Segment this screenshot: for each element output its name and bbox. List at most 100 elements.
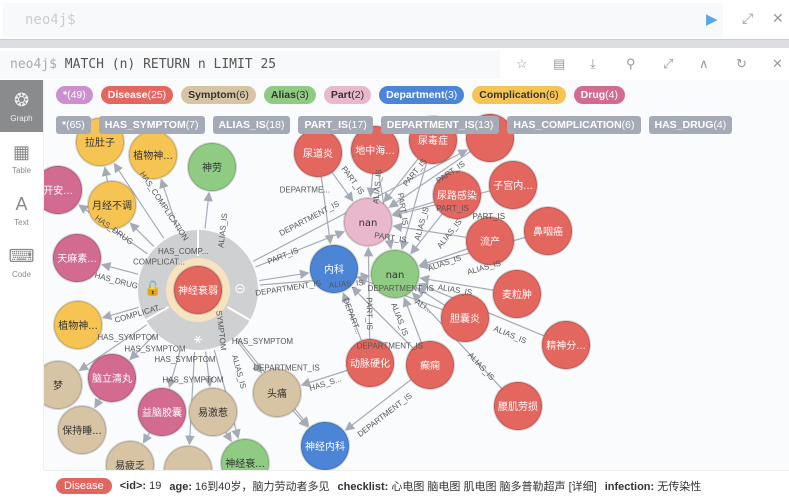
relationship-edge[interactable] bbox=[159, 178, 179, 232]
graph-node[interactable]: nan bbox=[370, 249, 420, 299]
graph-node[interactable]: 天麻素... bbox=[52, 233, 102, 283]
rerun-icon[interactable]: ↻ bbox=[736, 56, 747, 71]
relationship-edge[interactable] bbox=[392, 222, 467, 238]
relationship-edge[interactable] bbox=[344, 379, 412, 431]
relationship-edge[interactable] bbox=[388, 151, 471, 208]
graph-node[interactable]: 头痛 bbox=[252, 368, 302, 418]
close-icon[interactable]: ✕ bbox=[772, 10, 784, 26]
fullscreen-icon[interactable]: ⤢ bbox=[663, 56, 674, 71]
relationship-edge[interactable] bbox=[101, 166, 112, 182]
rel-type-department_is[interactable]: DEPARTMENT_IS(13) bbox=[380, 116, 500, 134]
relationship-edge[interactable] bbox=[419, 274, 494, 291]
relationship-edge[interactable] bbox=[203, 191, 213, 229]
rel-type-alias_is[interactable]: ALIAS_IS(18) bbox=[212, 116, 291, 134]
relationship-edge[interactable] bbox=[292, 410, 309, 428]
graph-node[interactable]: 神经内科 bbox=[300, 421, 350, 470]
relationship-edge[interactable] bbox=[366, 173, 377, 198]
expand-icon[interactable]: ⤢ bbox=[742, 10, 754, 26]
graph-node[interactable]: 开安... bbox=[44, 165, 83, 215]
relationship-edge[interactable] bbox=[94, 397, 104, 409]
relationship-edge[interactable] bbox=[222, 431, 232, 442]
node-label-symptom[interactable]: Symptom(6) bbox=[181, 86, 256, 104]
close-frame-icon[interactable]: ✕ bbox=[772, 56, 783, 71]
relationship-edge[interactable] bbox=[142, 432, 152, 444]
node-label-drug[interactable]: Drug(4) bbox=[573, 86, 625, 104]
graph-node[interactable]: 保持睡... bbox=[57, 405, 107, 455]
relationship-edge[interactable] bbox=[320, 176, 335, 245]
relationship-edge[interactable] bbox=[100, 262, 139, 275]
graph-node[interactable]: 植物神... bbox=[128, 130, 178, 180]
node-label-disease[interactable]: Disease(25) bbox=[100, 86, 174, 104]
relationship-edge[interactable] bbox=[113, 162, 165, 239]
rel-type-has_drug[interactable]: HAS_DRUG(4) bbox=[648, 116, 733, 134]
graph-node[interactable]: 神劳 bbox=[187, 142, 237, 192]
graph-node[interactable]: 地中海... bbox=[350, 125, 400, 175]
graph-node[interactable]: 神经衰... bbox=[220, 438, 270, 470]
star-icon[interactable]: ☆ bbox=[516, 56, 528, 71]
pin-icon[interactable]: ⚲ bbox=[626, 56, 636, 71]
relationship-edge[interactable] bbox=[129, 333, 156, 361]
graph-node[interactable]: 癫痫 bbox=[405, 340, 455, 390]
relationship-edge[interactable] bbox=[363, 246, 374, 340]
graph-node[interactable]: nan bbox=[343, 197, 393, 247]
node-label-part[interactable]: Part(2) bbox=[323, 86, 372, 104]
node-label-complication[interactable]: Complication(6) bbox=[472, 86, 566, 104]
node-label-all[interactable]: *(49) bbox=[56, 86, 93, 104]
node-label-department[interactable]: Department(3) bbox=[379, 86, 465, 104]
hide-icon[interactable]: ⊝ bbox=[234, 280, 246, 296]
relationship-edge[interactable] bbox=[204, 351, 214, 388]
save-icon[interactable]: ▤ bbox=[553, 56, 566, 71]
relationship-edge[interactable] bbox=[411, 292, 503, 389]
graph-node[interactable]: 内科 bbox=[309, 244, 359, 294]
relationship-edge[interactable] bbox=[78, 324, 148, 372]
sidebar-item-table[interactable]: ▦ Table bbox=[0, 132, 43, 184]
relationship-edge[interactable] bbox=[341, 292, 362, 341]
rel-type-all[interactable]: *(65) bbox=[56, 116, 91, 134]
graph-node[interactable]: 植物神... bbox=[53, 300, 103, 350]
graph-node[interactable] bbox=[163, 445, 213, 470]
relationship-edge[interactable] bbox=[300, 369, 348, 388]
graph-node[interactable]: 脑立清丸 bbox=[87, 353, 137, 403]
graph-node[interactable]: 易疲乏 bbox=[105, 440, 155, 470]
graph-node[interactable]: 易激惹 bbox=[188, 387, 238, 437]
relationship-edge[interactable] bbox=[399, 162, 428, 251]
relationship-edge[interactable] bbox=[383, 158, 419, 203]
graph-node[interactable]: 尿道炎 bbox=[293, 128, 343, 178]
graph-node[interactable]: 神经衰弱 bbox=[173, 265, 223, 315]
graph-node[interactable]: 月经不调 bbox=[87, 180, 137, 230]
graph-node[interactable]: 腰肌劳损 bbox=[493, 381, 543, 431]
graph-node[interactable]: 鼻咽癌 bbox=[523, 206, 573, 256]
relationship-edge[interactable] bbox=[410, 213, 443, 255]
graph-node[interactable]: 麦粒肿 bbox=[492, 269, 542, 319]
play-icon[interactable]: ▶ bbox=[706, 11, 718, 28]
frame-query[interactable]: neo4j$ MATCH (n) RETURN n LIMIT 25 bbox=[0, 51, 500, 79]
rel-type-has_complication[interactable]: HAS_COMPLICATION(6) bbox=[507, 116, 641, 134]
relationship-edge[interactable] bbox=[331, 172, 354, 202]
graph-node[interactable]: 精神分... bbox=[541, 320, 591, 370]
graph-node[interactable]: 子宫内... bbox=[488, 160, 538, 210]
graph-node[interactable]: 益脑胶囊 bbox=[137, 387, 187, 437]
graph-canvas[interactable]: 🔓 ⊝ ⚹ 神经衰弱 拉肚子 植物神... 神劳 开安... 月经不调 天麻素... 植物神... 梦… bbox=[44, 80, 789, 470]
query-input[interactable]: neo4j$ bbox=[3, 3, 723, 37]
relationship-edge[interactable] bbox=[101, 306, 139, 320]
detail-type-badge[interactable]: Disease bbox=[56, 477, 112, 494]
rel-type-has_symptom[interactable]: HAS_SYMPTOM(7) bbox=[98, 116, 205, 134]
node-label-alias[interactable]: Alias(3) bbox=[263, 86, 316, 104]
download-icon[interactable]: ⤓ bbox=[590, 56, 596, 71]
unlock-icon[interactable]: 🔓 bbox=[144, 280, 161, 297]
graph-node[interactable]: 尿路感染 bbox=[432, 170, 482, 220]
relationship-edge[interactable] bbox=[259, 269, 310, 282]
relationship-edge[interactable] bbox=[402, 297, 422, 343]
graph-node[interactable]: 梦 bbox=[44, 360, 83, 410]
relationship-edge[interactable] bbox=[129, 222, 155, 247]
relationship-edge[interactable] bbox=[185, 351, 196, 446]
sidebar-item-text[interactable]: A Text bbox=[0, 184, 43, 236]
expand-relationships-icon[interactable]: ⚹ bbox=[194, 330, 203, 346]
rel-type-part_is[interactable]: PART_IS(17) bbox=[298, 116, 373, 134]
sidebar-item-code[interactable]: ⌨ Code bbox=[0, 236, 43, 288]
relationship-edge[interactable] bbox=[351, 286, 414, 349]
graph-node[interactable]: 流产 bbox=[465, 216, 515, 266]
relationship-edge[interactable] bbox=[235, 338, 262, 374]
graph-node[interactable]: 胆囊炎 bbox=[440, 293, 490, 343]
